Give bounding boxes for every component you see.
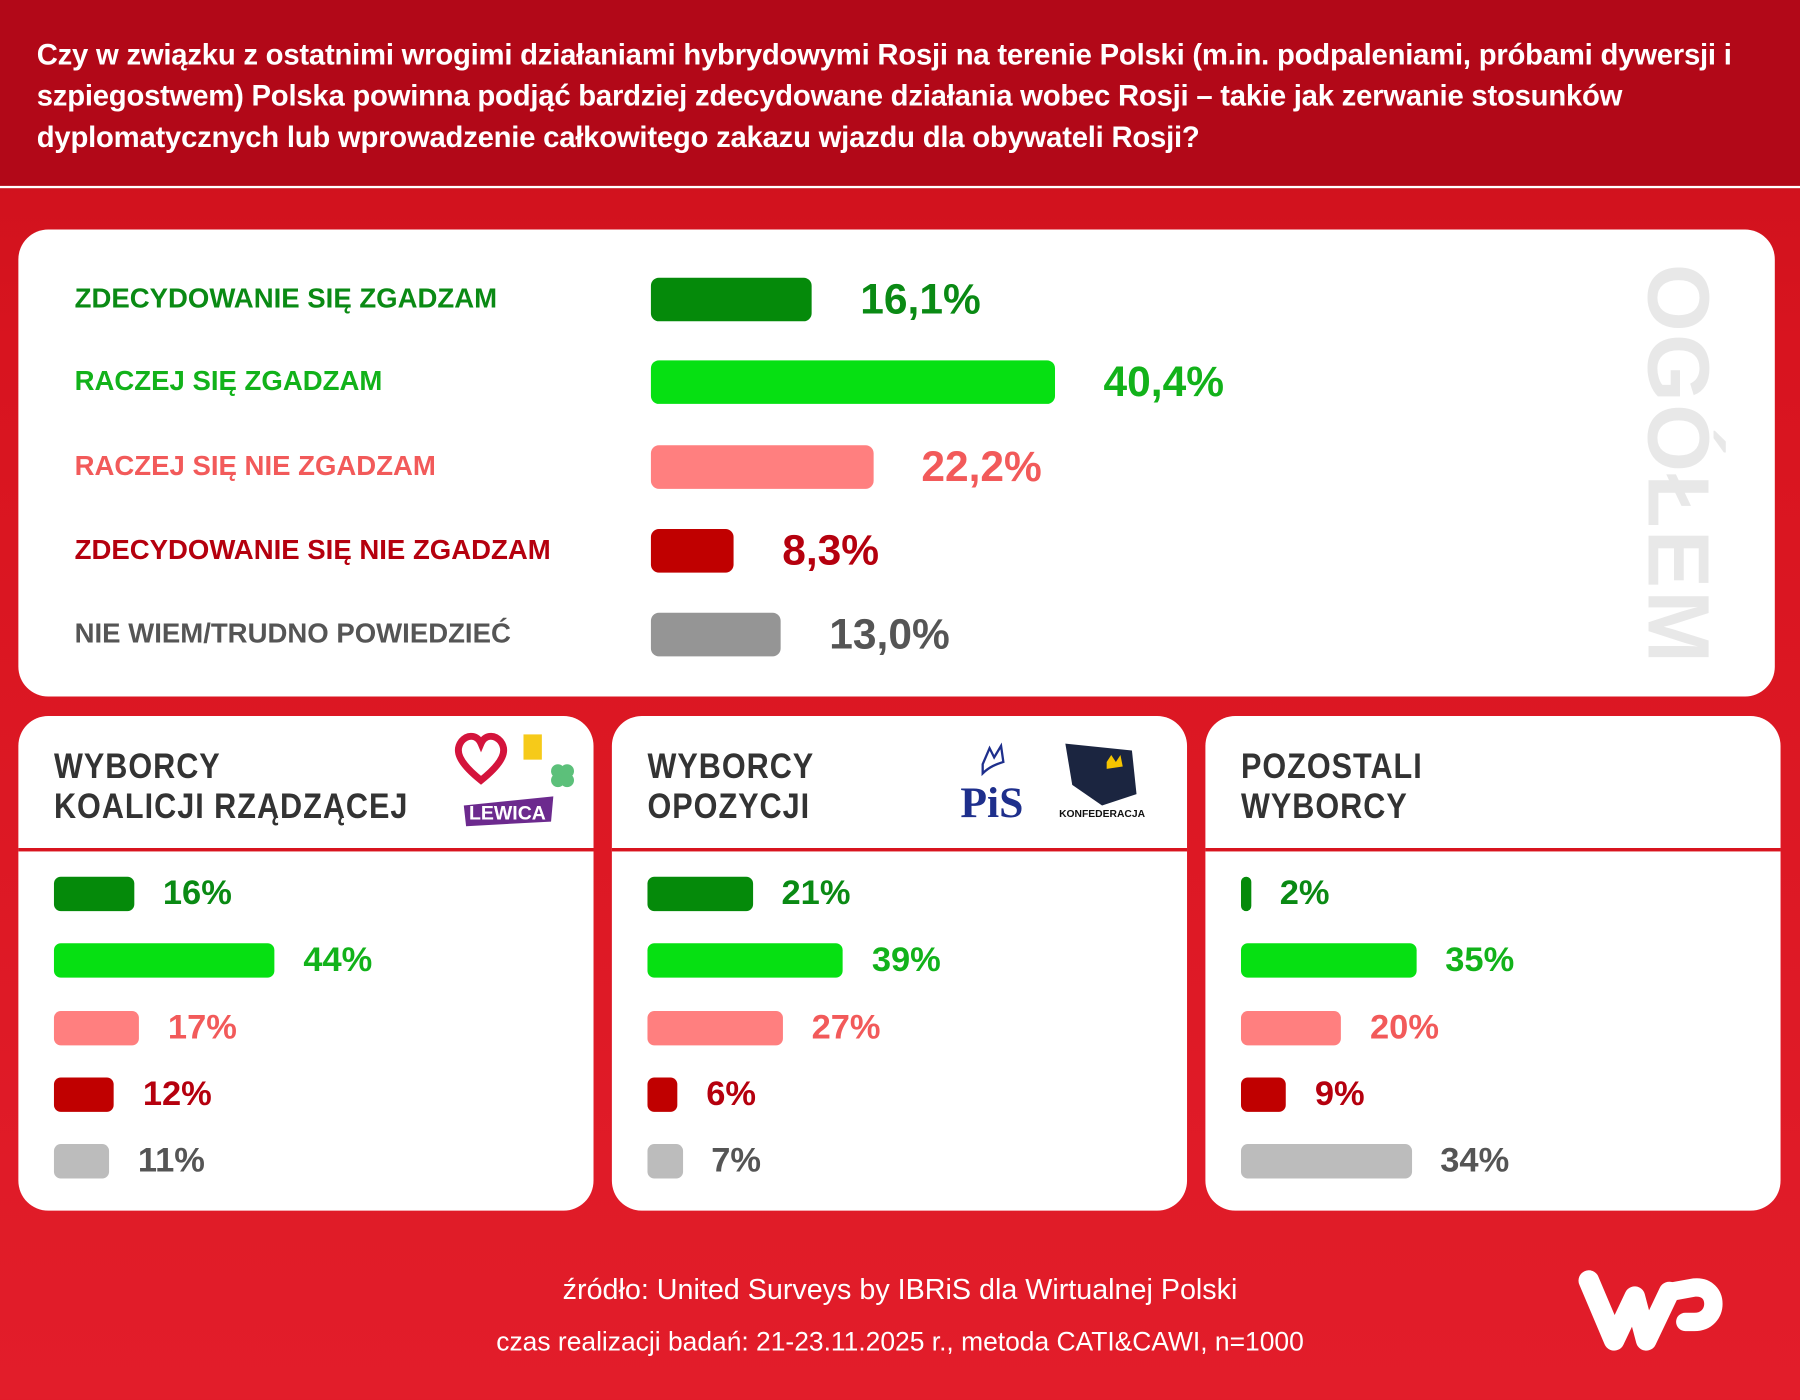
bar-agree: [1240, 943, 1417, 978]
value-label-strongly-agree: 16%: [162, 874, 232, 913]
opposition-voters-card: WYBORCY OPOZYCJI PiS KONFEDERACJA 21% 39% 2…: [611, 716, 1188, 1211]
header: Czy w związku z ostatnimi wrogimi działa…: [0, 0, 1800, 189]
category-label-dont-know: NIE WIEM/TRUDNO POWIEDZIEĆ: [74, 618, 511, 650]
value-label-disagree: 20%: [1370, 1008, 1439, 1047]
value-label-dont-know: 7%: [711, 1141, 762, 1180]
pis-logo-text: PiS: [960, 779, 1023, 825]
source-text: źródło: United Surveys by IBRiS dla Wirt…: [562, 1273, 1238, 1306]
value-label-strongly-agree: 2%: [1279, 874, 1330, 913]
lewica-logo-text: LEWICA: [469, 802, 546, 824]
method-text: czas realizacji badań: 21-23.11.2025 r.,…: [496, 1326, 1304, 1357]
wp-logo: [1578, 1270, 1723, 1351]
bar-agree: [53, 943, 275, 978]
card-title: POZOSTALI WYBORCY: [1241, 746, 1423, 826]
bar-agree: [647, 943, 844, 978]
bar-disagree: [650, 445, 874, 489]
bar-strongly-agree: [53, 876, 135, 912]
bar-dont-know: [53, 1144, 110, 1179]
bar-strongly-disagree: [647, 1077, 678, 1112]
value-label-dont-know: 11%: [137, 1141, 205, 1180]
value-label-disagree: 22,2%: [921, 442, 1042, 490]
card-title: WYBORCY OPOZYCJI: [647, 746, 814, 826]
question-title: Czy w związku z ostatnimi wrogimi działa…: [36, 39, 1732, 154]
value-label-agree: 39%: [871, 940, 941, 979]
bar-agree: [650, 360, 1056, 404]
konfederacja-logo-text: KONFEDERACJA: [1059, 809, 1146, 820]
value-label-agree: 40,4%: [1103, 358, 1225, 406]
card-title-line: POZOSTALI: [1240, 745, 1423, 787]
card-title-line: OPOZYCJI: [647, 786, 811, 827]
card-header: POZOSTALI WYBORCY: [1205, 716, 1781, 852]
bar-dont-know: [1240, 1144, 1412, 1179]
value-label-dont-know: 34%: [1440, 1141, 1510, 1180]
card-title-line: WYBORCY: [53, 745, 221, 787]
value-label-disagree: 17%: [167, 1008, 237, 1047]
bar-dont-know: [650, 612, 782, 657]
value-label-strongly-disagree: 9%: [1314, 1075, 1365, 1114]
value-label-disagree: 27%: [811, 1008, 881, 1047]
category-label-disagree: RACZEJ SIĘ NIE ZGADZAM: [74, 450, 436, 482]
polska2050-icon: [523, 734, 542, 760]
category-label-strongly-disagree: ZDECYDOWANIE SIĘ NIE ZGADZAM: [74, 534, 551, 566]
coalition-voters-card: WYBORCY KOALICJI RZĄDZĄCEJ LEWICA 16% 44% 1…: [18, 716, 594, 1211]
psl-clover-icon: [551, 764, 574, 788]
overall-vertical-label: OGÓŁEM: [1629, 264, 1727, 666]
value-label-strongly-agree: 16,1%: [860, 275, 981, 323]
card-title-line: KOALICJI RZĄDZĄCEJ: [53, 786, 409, 827]
bar-dont-know: [647, 1144, 683, 1179]
bar-strongly-agree: [1240, 876, 1252, 912]
value-label-agree: 35%: [1445, 940, 1515, 979]
value-label-strongly-disagree: 6%: [706, 1075, 757, 1114]
value-label-agree: 44%: [303, 940, 373, 979]
bar-strongly-agree: [647, 876, 753, 912]
pis-eagle-icon: [981, 742, 1005, 777]
card-title: WYBORCY KOALICJI RZĄDZĄCEJ: [54, 746, 408, 826]
bar-disagree: [53, 1010, 140, 1046]
bar-strongly-disagree: [53, 1077, 115, 1112]
category-label-strongly-agree: ZDECYDOWANIE SIĘ ZGADZAM: [74, 283, 498, 315]
bar-strongly-disagree: [650, 528, 735, 573]
value-label-dont-know: 13,0%: [829, 610, 950, 658]
bar-disagree: [647, 1010, 783, 1046]
other-voters-card: POZOSTALI WYBORCY 2% 35% 20% 9% 34%: [1205, 716, 1781, 1211]
category-label-agree: RACZEJ SIĘ ZGADZAM: [74, 366, 383, 398]
ko-heart-icon: [454, 732, 508, 785]
konfederacja-eagle-icon: [1065, 743, 1137, 806]
coalition-party-logos: LEWICA: [454, 732, 574, 827]
value-label-strongly-agree: 21%: [781, 874, 851, 913]
overall-results-card: OGÓŁEM ZDECYDOWANIE SIĘ ZGADZAM 16,1% RACZ…: [18, 229, 1775, 697]
card-header: WYBORCY OPOZYCJI PiS KONFEDERACJA: [611, 716, 1188, 852]
bar-disagree: [1240, 1010, 1342, 1046]
bar-strongly-disagree: [1240, 1077, 1287, 1112]
card-title-line: WYBORCY: [647, 745, 815, 787]
card-title-line: WYBORCY: [1240, 786, 1408, 827]
bar-strongly-agree: [650, 277, 813, 322]
value-label-strongly-disagree: 12%: [142, 1075, 212, 1114]
value-label-strongly-disagree: 8,3%: [782, 526, 880, 574]
opposition-party-logos: PiS KONFEDERACJA: [960, 742, 1146, 825]
card-header: WYBORCY KOALICJI RZĄDZĄCEJ LEWICA: [18, 716, 594, 852]
